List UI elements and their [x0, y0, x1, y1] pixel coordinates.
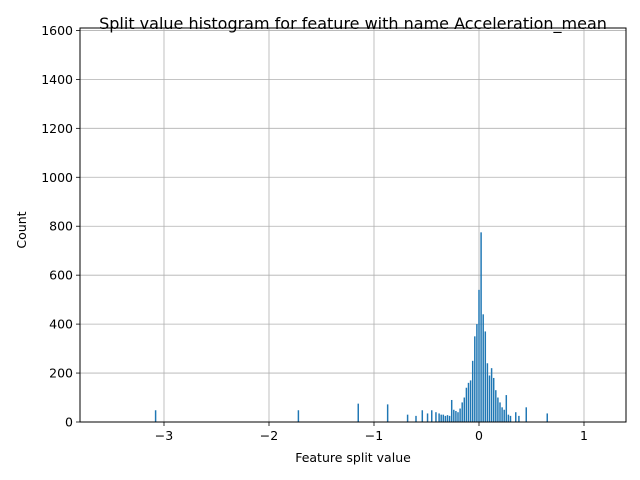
histogram-bar	[463, 397, 466, 422]
histogram-bar	[440, 414, 442, 422]
y-tick-label: 800	[49, 219, 73, 234]
histogram-bar	[505, 395, 508, 422]
x-tick-label: −2	[260, 428, 278, 443]
histogram-bar	[446, 415, 449, 422]
plot-frame	[79, 27, 627, 423]
x-axis-ticks: −3 −2 −1 0 1	[155, 422, 588, 443]
histogram-bar	[501, 407, 503, 422]
histogram-bar	[431, 410, 433, 422]
histogram-bar	[444, 415, 447, 422]
x-tick-label: −3	[155, 428, 173, 443]
histogram-bar	[297, 410, 300, 422]
histogram-bar	[476, 324, 478, 422]
histogram-bar	[442, 414, 445, 422]
histogram-bar	[497, 397, 499, 422]
histogram-bar	[495, 390, 497, 422]
histogram-bar	[546, 413, 548, 422]
y-tick-label: 1600	[41, 23, 73, 38]
y-tick-label: 200	[49, 366, 73, 381]
histogram-bar	[469, 380, 472, 422]
y-tick-label: 600	[49, 268, 73, 283]
y-tick-label: 1000	[41, 170, 73, 185]
histogram-bar	[515, 412, 517, 422]
histogram-bar	[426, 413, 429, 422]
histogram-bar	[415, 415, 417, 422]
histogram-bar	[154, 410, 157, 422]
histogram-bar	[465, 387, 468, 422]
chart-title: Split value histogram for feature with n…	[99, 14, 607, 34]
histogram-bar	[509, 415, 512, 422]
x-tick-label: 1	[580, 428, 588, 443]
histogram-bar	[492, 377, 495, 422]
y-tick-label: 400	[49, 317, 73, 332]
histogram-bar	[450, 399, 453, 422]
histogram-bar	[484, 331, 487, 422]
histogram-bar	[357, 403, 359, 422]
histogram-bar	[386, 404, 389, 422]
histogram-bar	[503, 409, 505, 422]
x-tick-label: −1	[365, 428, 383, 443]
histogram-bar	[478, 289, 480, 422]
y-tick-label: 0	[65, 415, 73, 430]
histogram-bar	[461, 402, 463, 422]
histogram-bar	[459, 408, 461, 422]
histogram-bar	[453, 409, 455, 422]
histogram-bar	[421, 410, 424, 422]
x-axis-label: Feature split value	[295, 450, 411, 465]
y-axis-label: Count	[14, 211, 29, 248]
histogram-bar	[518, 415, 520, 422]
histogram-bar	[525, 407, 527, 422]
y-tick-label: 1200	[41, 121, 73, 136]
histogram-bar	[488, 375, 491, 422]
histogram-bar	[448, 415, 451, 422]
histogram-bar	[455, 410, 457, 422]
histogram-bar	[471, 360, 474, 422]
histogram-bar	[507, 414, 510, 422]
y-axis-ticks: 0 200 400 600 800 1000 1200 1400 1600	[41, 23, 80, 430]
histogram-bar	[467, 382, 470, 422]
x-tick-label: 0	[475, 428, 483, 443]
histogram-bar	[480, 232, 482, 422]
histogram-bar	[482, 314, 484, 422]
histogram-bar	[499, 402, 501, 422]
histogram-bar	[457, 412, 459, 422]
histogram-bar	[474, 336, 476, 422]
y-tick-label: 1400	[41, 72, 73, 87]
histogram-bar	[486, 363, 489, 422]
histogram-bars	[154, 232, 548, 422]
histogram-bar	[406, 414, 409, 422]
histogram-bar	[490, 368, 493, 422]
histogram-bar	[438, 413, 440, 422]
histogram-bar	[435, 412, 437, 422]
